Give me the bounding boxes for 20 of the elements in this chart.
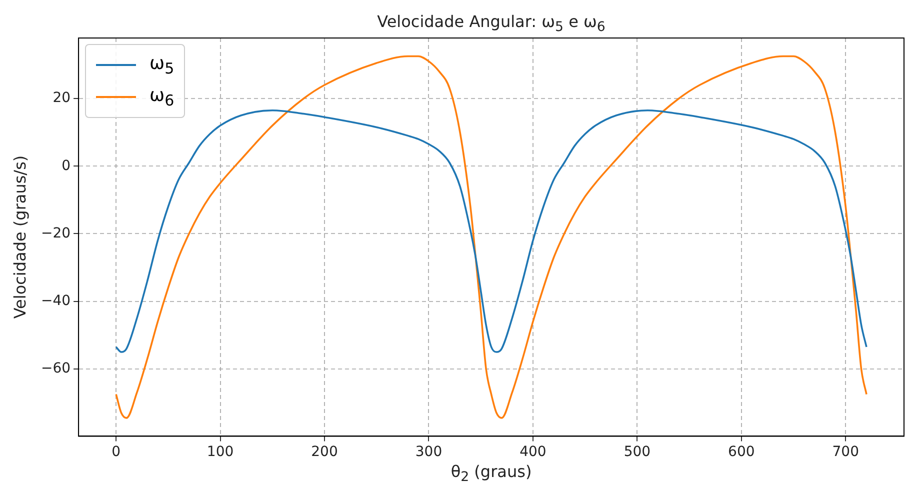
y-tick-label: 0 [62, 158, 71, 174]
x-tick-label: 600 [728, 444, 755, 460]
x-tick-label: 700 [832, 444, 859, 460]
line-series [115, 109, 868, 353]
y-tick-label: −60 [41, 360, 71, 377]
x-axis-title: θ$_{2}$ (graus) [450, 462, 533, 486]
y-tick-label: 20 [52, 90, 71, 106]
x-tick-label: 500 [624, 444, 651, 460]
legend-label: ω$_{5}$ [150, 52, 174, 78]
x-tick-label: 300 [415, 444, 442, 460]
y-tick-label: −20 [41, 225, 71, 242]
y-tick-label: −40 [41, 292, 71, 309]
x-tick-label: 100 [206, 444, 234, 460]
chart-title: Velocidade Angular: ω$_{5}$ e ω$_{6}$ [376, 12, 606, 36]
y-axis-title: Velocidade (graus/s) [10, 155, 30, 319]
x-tick-label: 200 [311, 444, 338, 460]
x-tick-label: 400 [520, 444, 546, 460]
x-tick-label: 0 [112, 444, 121, 460]
line-series [115, 55, 868, 419]
legend-label: ω$_{6}$ [150, 84, 174, 110]
